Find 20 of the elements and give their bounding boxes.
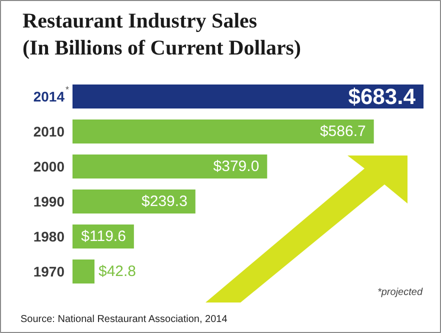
data-label: $379.0 <box>213 158 260 175</box>
data-label: $586.7 <box>320 123 366 140</box>
data-label: $683.4 <box>348 84 416 109</box>
chart-title: Restaurant Industry Sales (In Billions of Current Dollars) <box>22 8 301 60</box>
bar <box>72 260 94 284</box>
bar <box>72 120 374 144</box>
bar <box>72 190 196 214</box>
y-tick-label: 1970 <box>33 264 65 280</box>
data-label: $119.6 <box>81 228 126 245</box>
bar <box>72 154 268 178</box>
y-tick-label: 2010 <box>33 124 65 140</box>
annotation: *projected <box>377 287 423 298</box>
data-label: $42.8 <box>98 263 136 280</box>
y-tick-label: 1990 <box>33 194 65 210</box>
bar <box>72 84 424 108</box>
data-label: $239.3 <box>142 193 188 210</box>
y-tick-label: 1980 <box>33 228 65 244</box>
y-tick-label: 2014* <box>33 84 70 104</box>
source-note: Source: National Restaurant Association, 2014 <box>20 314 228 325</box>
y-tick-label: 2000 <box>33 158 65 174</box>
